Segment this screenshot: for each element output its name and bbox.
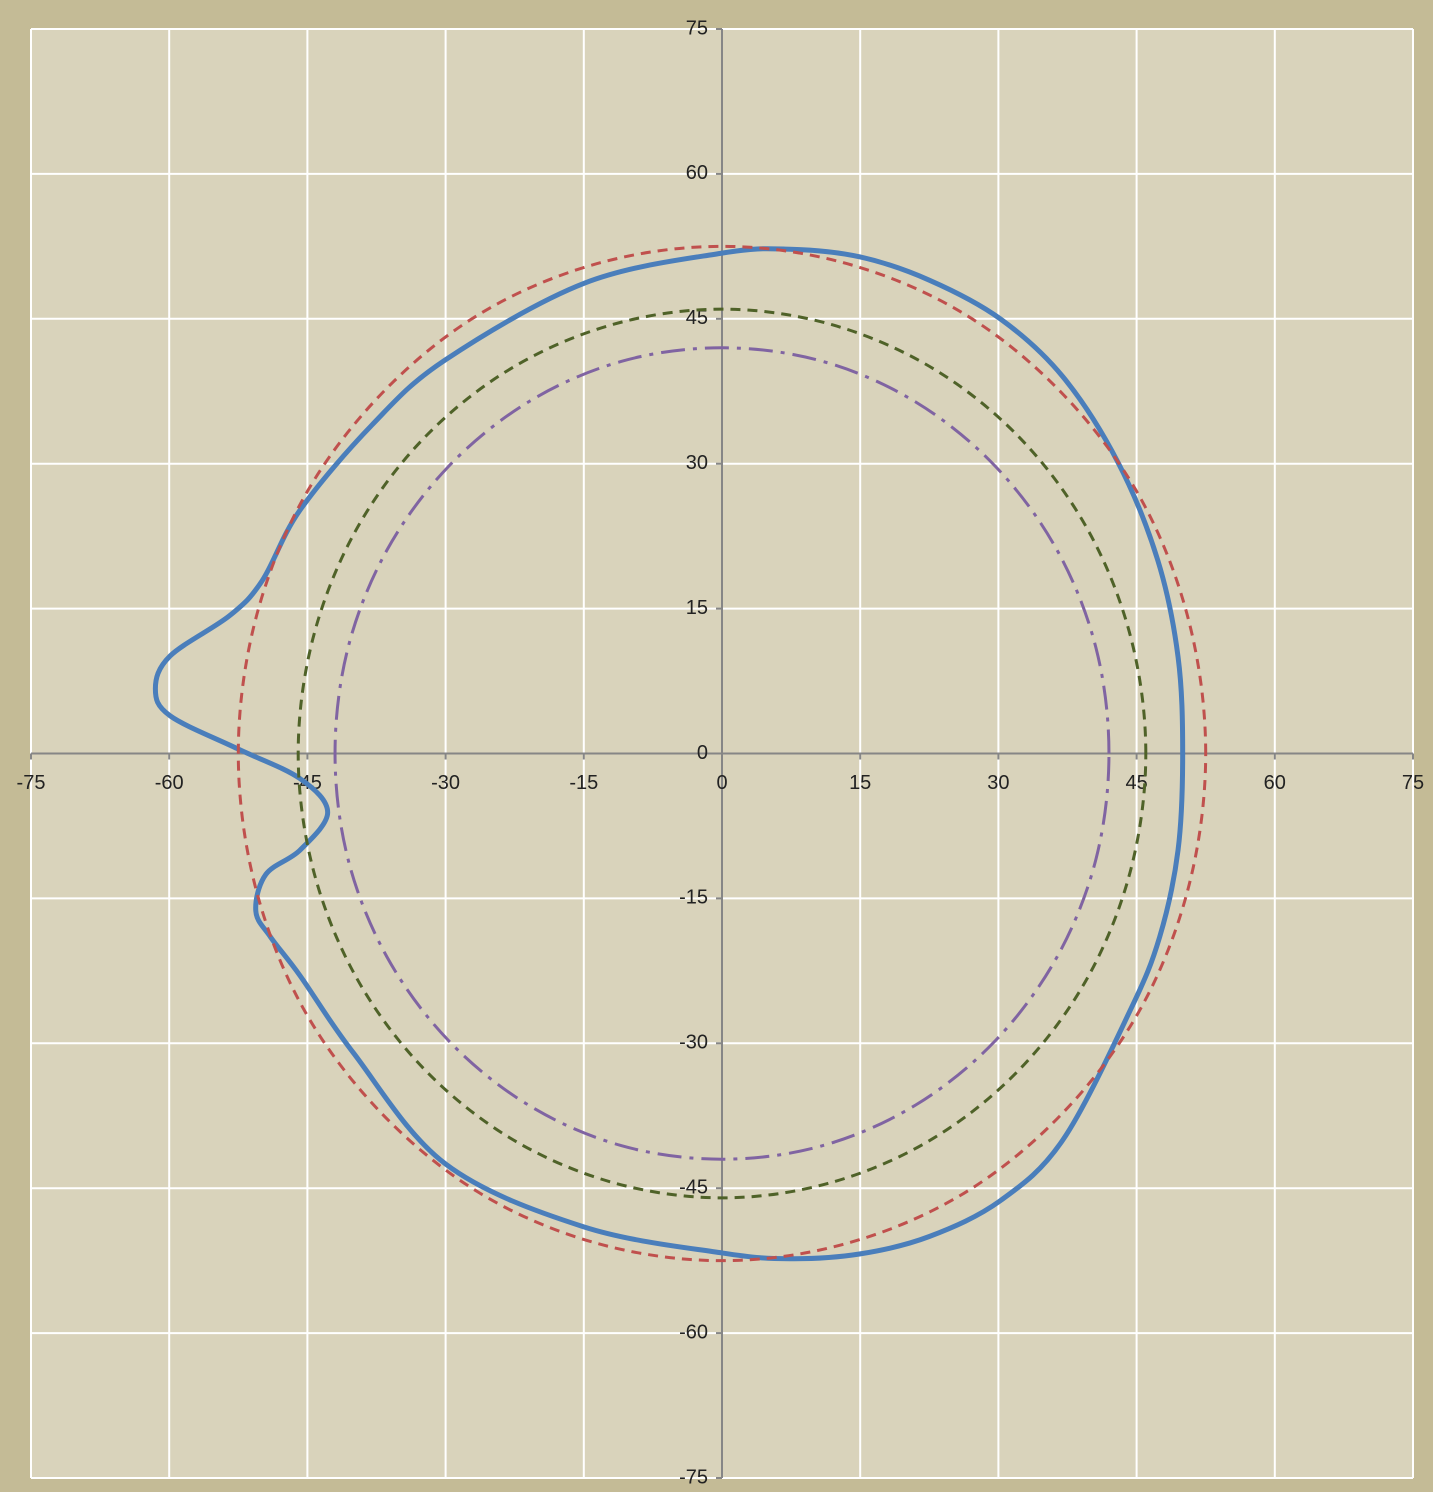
y-tick-label: 30 [686, 452, 708, 474]
x-tick-label: 45 [1125, 772, 1147, 794]
series-line [236, 244, 1208, 1263]
x-tick-label: 15 [849, 772, 871, 794]
y-tick-label: 45 [686, 307, 708, 329]
x-tick-label: 0 [716, 772, 727, 794]
x-tick-label: 30 [987, 772, 1009, 794]
x-tick-label: -60 [155, 772, 184, 794]
x-tick-label: -15 [569, 772, 598, 794]
x-tick-label: -30 [431, 772, 460, 794]
x-tick-label: -75 [17, 772, 46, 794]
y-tick-label: -75 [679, 1466, 708, 1488]
x-tick-label: 75 [1402, 772, 1424, 794]
y-tick-label: -45 [679, 1176, 708, 1198]
y-tick-label: 15 [686, 597, 708, 619]
series-line [333, 346, 1111, 1161]
y-tick-label: 75 [686, 17, 708, 39]
y-tick-label: -30 [679, 1032, 708, 1054]
series-line [152, 246, 1186, 1262]
y-tick-label: -15 [679, 887, 708, 909]
x-tick-label: 60 [1264, 772, 1286, 794]
series-line [296, 307, 1148, 1200]
y-tick-label: 60 [686, 162, 708, 184]
y-tick-label: -60 [679, 1321, 708, 1343]
y-tick-label: 0 [697, 742, 708, 764]
